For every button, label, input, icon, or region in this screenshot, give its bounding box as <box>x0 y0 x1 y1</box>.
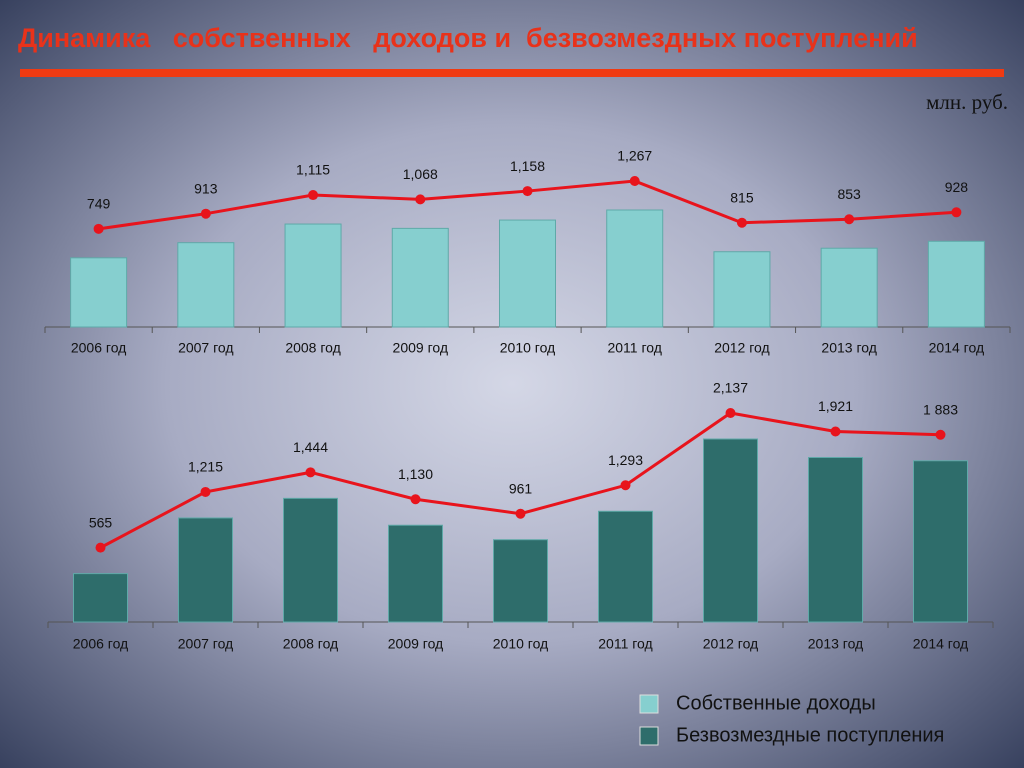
title-rule <box>20 69 1004 77</box>
bar <box>808 456 863 623</box>
line-point <box>410 494 421 505</box>
x-tick-label: 2012 год <box>714 340 769 356</box>
bar <box>178 517 233 623</box>
line-point <box>844 214 855 225</box>
line-point <box>305 467 316 478</box>
bar <box>820 247 878 328</box>
x-tick-label: 2014 год <box>913 636 968 652</box>
data-label: 913 <box>194 180 218 196</box>
bar <box>283 497 338 623</box>
line-point <box>830 426 841 437</box>
data-label: 1,115 <box>296 162 330 178</box>
bar <box>913 460 968 623</box>
x-tick-label: 2011 год <box>598 636 652 652</box>
line-point <box>93 223 104 234</box>
line-point <box>620 480 631 491</box>
legend-swatch <box>639 726 659 746</box>
line-point <box>951 207 962 218</box>
line-point <box>522 186 533 197</box>
slide-title: Динамика собственных доходов и безвозмез… <box>18 23 918 53</box>
x-tick-label: 2013 год <box>821 340 876 356</box>
data-label: 1,267 <box>617 148 652 164</box>
x-tick-label: 2010 год <box>500 340 555 356</box>
data-label: 853 <box>837 186 861 202</box>
data-label: 961 <box>509 480 533 496</box>
data-label: 565 <box>89 514 113 530</box>
x-tick-label: 2012 год <box>703 636 758 652</box>
bar <box>73 573 128 623</box>
x-tick-label: 2011 год <box>607 340 661 356</box>
x-tick-label: 2013 год <box>808 636 863 652</box>
data-label: 928 <box>945 179 969 195</box>
bar <box>177 242 235 328</box>
bar <box>284 223 342 328</box>
data-label: 1,921 <box>818 398 853 414</box>
data-label: 1,068 <box>403 166 438 182</box>
data-label: 1,444 <box>293 439 328 455</box>
bar <box>598 510 653 623</box>
line-point <box>935 429 946 440</box>
data-label: 749 <box>87 196 111 212</box>
x-tick-label: 2006 год <box>71 340 126 356</box>
line-point <box>200 486 211 497</box>
x-tick-label: 2007 год <box>178 636 233 652</box>
bar <box>391 227 449 328</box>
line-point <box>200 208 211 219</box>
legend-swatch <box>639 694 659 714</box>
legend-label: Собственные доходы <box>676 692 876 714</box>
data-label: 1,158 <box>510 158 545 174</box>
x-tick-label: 2008 год <box>283 636 338 652</box>
data-label: 1 883 <box>923 401 958 417</box>
unit-label: млн. руб. <box>926 90 1008 114</box>
x-tick-label: 2009 год <box>393 340 448 356</box>
data-label: 815 <box>730 189 754 205</box>
bar <box>388 524 443 623</box>
x-tick-label: 2010 год <box>493 636 548 652</box>
x-tick-label: 2008 год <box>285 340 340 356</box>
x-tick-label: 2014 год <box>929 340 984 356</box>
bar <box>703 438 758 623</box>
bar <box>493 539 548 623</box>
bar <box>606 209 664 328</box>
legend-label: Безвозмездные поступления <box>676 724 944 746</box>
data-label: 2,137 <box>713 380 748 396</box>
data-label: 1,293 <box>608 452 643 468</box>
line-point <box>629 176 640 186</box>
x-tick-label: 2006 год <box>73 636 128 652</box>
data-label: 1,215 <box>188 459 223 475</box>
line-point <box>736 217 747 228</box>
line-point <box>95 542 106 553</box>
bar <box>927 240 985 328</box>
line-point <box>308 190 319 201</box>
bar <box>70 257 128 328</box>
bar <box>713 251 771 328</box>
line-point <box>515 508 526 519</box>
line-point <box>415 194 426 205</box>
x-tick-label: 2009 год <box>388 636 443 652</box>
line-point <box>725 408 736 418</box>
bar <box>499 219 556 328</box>
data-label: 1,130 <box>398 466 433 482</box>
x-tick-label: 2007 год <box>178 340 233 356</box>
